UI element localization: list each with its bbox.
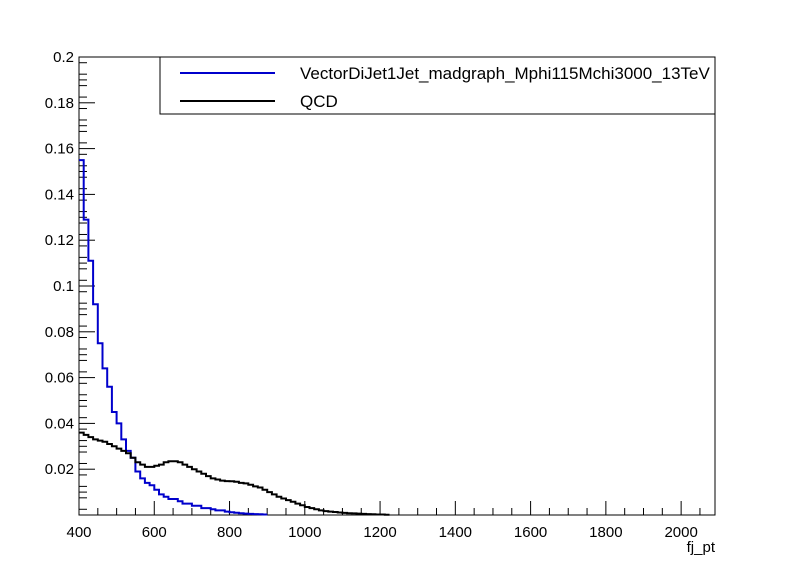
- y-tick-label: 0.14: [45, 186, 74, 203]
- y-tick-label: 0.12: [45, 232, 74, 249]
- y-tick-label: 0.1: [53, 278, 74, 295]
- legend: VectorDiJet1Jet_madgraph_Mphi115Mchi3000…: [159, 56, 716, 115]
- y-tick-label: 0.02: [45, 461, 74, 478]
- y-tick-label: 0.04: [45, 415, 74, 432]
- legend-label-qcd: QCD: [300, 92, 338, 111]
- y-tick-label: 0.08: [45, 324, 74, 341]
- y-tick-label: 0.2: [53, 49, 74, 66]
- x-axis-title: fj_pt: [687, 539, 716, 556]
- y-tick-label: 0.18: [45, 95, 74, 112]
- series-group: [79, 159, 390, 516]
- x-tick-label: 2000: [664, 524, 697, 541]
- x-tick-label: 1200: [363, 524, 396, 541]
- x-axis: 400 600 800 1000 1200 1400 1600 1800 2000: [66, 501, 701, 541]
- legend-box: [159, 56, 716, 115]
- x-tick-label: 600: [142, 524, 167, 541]
- x-tick-label: 1400: [439, 524, 472, 541]
- x-tick-label: 1000: [288, 524, 321, 541]
- series-line-1: [79, 431, 390, 516]
- y-tick-label: 0.06: [45, 370, 74, 387]
- legend-label-signal: VectorDiJet1Jet_madgraph_Mphi115Mchi3000…: [300, 64, 710, 83]
- x-tick-label: 800: [217, 524, 242, 541]
- x-tick-label: 1600: [514, 524, 547, 541]
- plot-frame: [78, 56, 716, 516]
- y-axis: 0.02 0.04 0.06 0.08 0.1 0.12 0.14 0.16 0.18 0.2: [45, 49, 95, 510]
- x-tick-label: 400: [66, 524, 91, 541]
- series-line-0: [79, 159, 268, 516]
- x-tick-label: 1800: [589, 524, 622, 541]
- y-tick-label: 0.16: [45, 141, 74, 158]
